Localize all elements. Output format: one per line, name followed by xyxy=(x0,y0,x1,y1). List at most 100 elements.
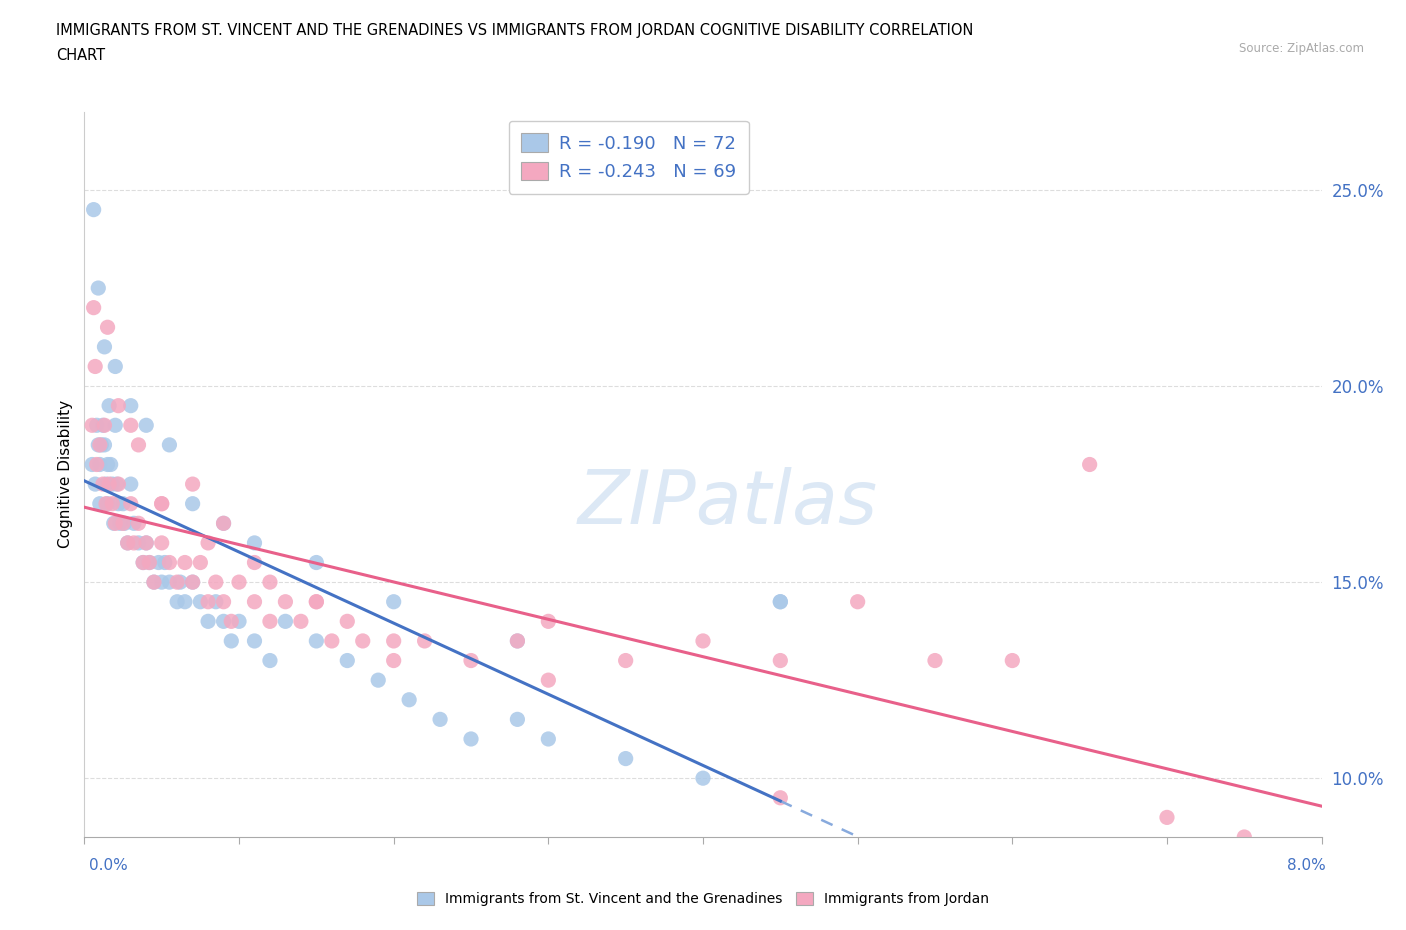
Point xyxy=(769,594,792,609)
Text: 8.0%: 8.0% xyxy=(1286,858,1326,873)
Point xyxy=(382,594,405,609)
Point xyxy=(336,653,359,668)
Point xyxy=(114,516,136,531)
Point xyxy=(243,594,266,609)
Point xyxy=(128,516,150,531)
Point xyxy=(120,497,142,512)
Point xyxy=(107,477,129,492)
Point xyxy=(82,418,104,432)
Point xyxy=(924,653,946,668)
Point xyxy=(166,575,188,590)
Point xyxy=(174,555,197,570)
Point xyxy=(367,672,389,687)
Point xyxy=(398,692,420,707)
Point xyxy=(93,418,115,432)
Point xyxy=(1078,457,1101,472)
Point xyxy=(169,575,191,590)
Point xyxy=(96,497,120,512)
Point xyxy=(205,594,228,609)
Point xyxy=(259,653,281,668)
Point xyxy=(212,594,235,609)
Point xyxy=(112,516,135,531)
Point xyxy=(274,614,297,629)
Point xyxy=(537,614,560,629)
Point xyxy=(166,594,188,609)
Point xyxy=(259,575,281,590)
Point xyxy=(197,594,219,609)
Point xyxy=(128,536,150,551)
Point xyxy=(104,516,127,531)
Point xyxy=(537,732,560,747)
Point xyxy=(89,497,111,512)
Point xyxy=(87,281,110,296)
Point xyxy=(153,555,176,570)
Point xyxy=(93,437,115,452)
Point xyxy=(174,594,197,609)
Point xyxy=(506,633,529,648)
Point xyxy=(86,457,108,472)
Point xyxy=(243,536,266,551)
Y-axis label: Cognitive Disability: Cognitive Disability xyxy=(58,400,73,549)
Point xyxy=(290,614,312,629)
Point xyxy=(1156,810,1178,825)
Point xyxy=(94,497,117,512)
Point xyxy=(614,751,637,766)
Point xyxy=(150,497,173,512)
Point xyxy=(181,497,204,512)
Point xyxy=(692,633,714,648)
Point xyxy=(305,594,328,609)
Point xyxy=(98,477,121,492)
Point xyxy=(769,653,792,668)
Point xyxy=(94,477,117,492)
Point xyxy=(135,536,157,551)
Point xyxy=(212,614,235,629)
Point xyxy=(101,477,124,492)
Text: IMMIGRANTS FROM ST. VINCENT AND THE GRENADINES VS IMMIGRANTS FROM JORDAN COGNITI: IMMIGRANTS FROM ST. VINCENT AND THE GREN… xyxy=(56,23,973,38)
Point xyxy=(112,497,135,512)
Point xyxy=(197,614,219,629)
Point xyxy=(91,477,114,492)
Point xyxy=(120,418,142,432)
Point xyxy=(135,536,157,551)
Point xyxy=(1233,830,1256,844)
Point xyxy=(82,457,104,472)
Point xyxy=(91,418,114,432)
Point xyxy=(89,437,111,452)
Point xyxy=(197,536,219,551)
Point xyxy=(159,575,181,590)
Point xyxy=(188,594,212,609)
Point xyxy=(135,418,157,432)
Point xyxy=(122,536,145,551)
Point xyxy=(259,614,281,629)
Point xyxy=(221,633,243,648)
Point xyxy=(1001,653,1024,668)
Point xyxy=(120,398,142,413)
Point xyxy=(148,555,170,570)
Point xyxy=(105,477,128,492)
Point xyxy=(181,575,204,590)
Point xyxy=(107,497,129,512)
Legend: R = -0.190   N = 72, R = -0.243   N = 69: R = -0.190 N = 72, R = -0.243 N = 69 xyxy=(509,121,749,193)
Point xyxy=(181,477,204,492)
Point xyxy=(352,633,374,648)
Point xyxy=(128,437,150,452)
Point xyxy=(150,536,173,551)
Point xyxy=(84,477,107,492)
Point xyxy=(382,653,405,668)
Point xyxy=(117,536,139,551)
Point xyxy=(138,555,160,570)
Point xyxy=(205,575,228,590)
Point xyxy=(103,516,125,531)
Point xyxy=(83,202,105,217)
Point xyxy=(122,516,145,531)
Point xyxy=(212,516,235,531)
Point xyxy=(143,575,166,590)
Point xyxy=(228,575,250,590)
Point xyxy=(537,672,560,687)
Point xyxy=(86,418,108,432)
Point xyxy=(181,575,204,590)
Point xyxy=(108,516,131,531)
Point xyxy=(506,633,529,648)
Point xyxy=(93,339,115,354)
Point xyxy=(132,555,155,570)
